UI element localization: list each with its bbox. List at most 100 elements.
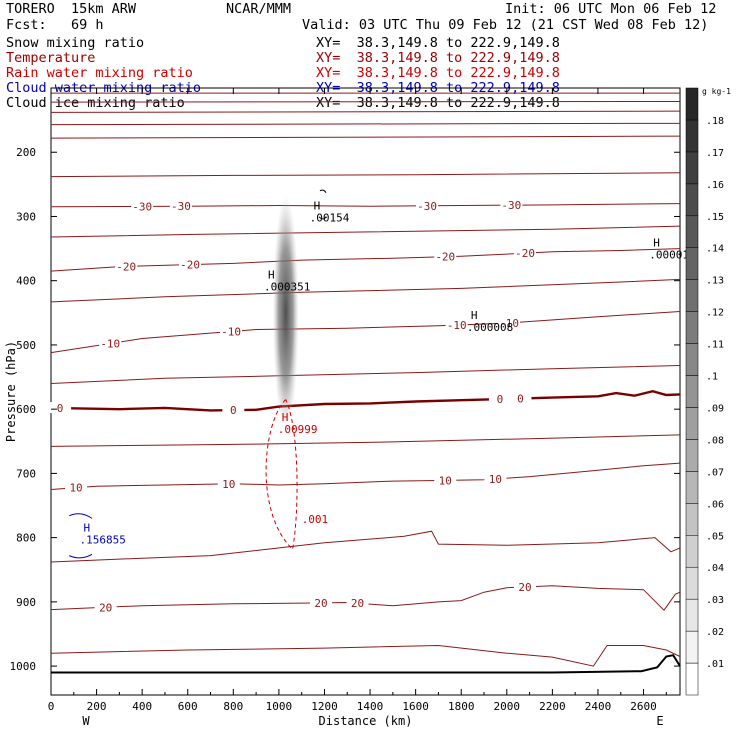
x-tick-label: 2400 <box>585 700 612 713</box>
colorbar-swatch <box>685 598 699 632</box>
contour-label: 10 <box>222 478 235 491</box>
contour-label-bg <box>131 200 154 212</box>
colorbar-label: .11 <box>706 340 724 351</box>
colorbar-swatch <box>685 343 699 376</box>
temperature-contour--10 <box>50 311 681 354</box>
x-tick-label: 800 <box>223 700 243 713</box>
contour-label-bg <box>498 316 521 328</box>
temperature-contour <box>50 434 681 447</box>
contour-label: 10 <box>69 482 82 495</box>
temperature-contour <box>50 278 681 303</box>
contour-label: 20 <box>351 597 364 610</box>
upper-temperature-contour <box>50 122 681 126</box>
legend-field-xy: XY= 38.3,149.8 to 222.9,149.8 <box>316 65 560 81</box>
contour-label-bg <box>115 260 138 272</box>
contour-label: 0 <box>497 393 504 406</box>
legend-field-name: Rain water mixing ratio <box>6 65 193 81</box>
colorbar-label: .08 <box>706 435 724 446</box>
high-value-label: .000013 <box>649 249 695 262</box>
colorbar-swatch <box>685 87 699 121</box>
y-tick-label: 300 <box>16 210 36 223</box>
contour-label-bg <box>94 601 117 613</box>
temperature-contour--20 <box>50 248 681 272</box>
colorbar-swatch <box>685 151 699 185</box>
colorbar-swatch <box>685 662 699 696</box>
legend-field-xy: XY= 38.3,149.8 to 222.9,149.8 <box>316 95 560 111</box>
x-tick-label: 1800 <box>448 700 475 713</box>
legend-field-xy: XY= 38.3,149.8 to 222.9,149.8 <box>316 35 560 51</box>
terrain-line <box>51 654 681 674</box>
high-marker: H <box>83 522 90 535</box>
y-tick-label: 200 <box>16 146 36 159</box>
west-label: W <box>82 714 90 728</box>
y-tick-label: 700 <box>16 467 36 480</box>
y-tick-label: 500 <box>16 339 36 352</box>
contour-label-bg <box>434 474 457 486</box>
contour-label-bg <box>169 200 192 212</box>
cloud-ice-plume <box>272 194 299 431</box>
contour-label-bg <box>346 597 369 609</box>
colorbar-swatch <box>685 311 699 344</box>
high-marker: H <box>268 269 275 282</box>
colorbar-swatch <box>685 119 699 153</box>
contour-label: -30 <box>417 200 437 213</box>
x-tick-label: 600 <box>178 700 198 713</box>
colorbar-label: .17 <box>706 148 724 159</box>
colorbar-label: .13 <box>706 276 724 287</box>
contour-label: 20 <box>99 601 112 614</box>
contour-label: -20 <box>180 259 200 272</box>
colorbar-label: .02 <box>706 627 724 638</box>
snow-contour <box>319 189 327 194</box>
valid-time: Valid: 03 UTC Thu 09 Feb 12 (21 CST Wed … <box>302 17 709 33</box>
colorbar-swatch <box>685 279 699 312</box>
contour-label-bg <box>220 325 243 337</box>
colorbar-label: .16 <box>706 180 724 191</box>
contour-label-bg <box>310 596 333 608</box>
colorbar-swatch <box>685 215 699 248</box>
colorbar-label: .01 <box>706 659 724 670</box>
temperature-contour-10 <box>50 462 681 490</box>
contour-label-bg <box>99 337 122 349</box>
forecast-hour: Fcst: 69 h <box>6 17 104 33</box>
x-tick-label: 2000 <box>494 700 521 713</box>
contour-label-bg <box>434 250 457 262</box>
contour-label-bg <box>49 402 72 414</box>
contour-label: 0 <box>230 404 237 417</box>
colorbar-label: .1 <box>706 372 718 383</box>
high-marker: H <box>471 309 478 322</box>
y-tick-label: 600 <box>16 403 36 416</box>
temperature-contour-0 <box>50 389 681 412</box>
colorbar-label: .03 <box>706 595 724 606</box>
x-axis-title: Distance (km) <box>319 714 413 728</box>
contour-label: 10 <box>439 474 452 487</box>
contour-label-bg <box>65 481 88 493</box>
contour-label-bg <box>484 473 507 485</box>
contour-label: 0 <box>57 402 64 415</box>
upper-temperature-contour <box>50 110 681 113</box>
upper-temperature-contour <box>50 135 681 139</box>
contour-label: -30 <box>132 200 152 213</box>
colorbar-swatch <box>685 535 699 568</box>
colorbar-swatch <box>685 407 699 440</box>
high-value-label: .00999 <box>278 423 318 436</box>
organization: NCAR/MMM <box>226 1 292 17</box>
contour-label-bg <box>217 477 240 489</box>
contour-label: -30 <box>501 199 521 212</box>
colorbar-label: .12 <box>706 308 724 319</box>
colorbar-swatch <box>685 183 699 217</box>
cloud-water-contour <box>69 513 93 519</box>
colorbar-swatch <box>685 471 699 504</box>
contour-label-bg <box>514 247 537 259</box>
colorbar-unit: g kg-1 <box>702 87 731 96</box>
x-tick-label: 2600 <box>630 700 657 713</box>
colorbar-label: .15 <box>706 212 724 223</box>
high-value-label: .000351 <box>264 281 310 294</box>
high-value-label: .00154 <box>310 211 350 224</box>
rain-water-contour <box>265 399 298 551</box>
y-tick-label: 800 <box>16 532 36 545</box>
contour-label: -20 <box>435 251 455 264</box>
x-tick-label: 1000 <box>266 700 293 713</box>
contour-label-bg <box>514 580 537 592</box>
legend-field-name: Temperature <box>6 50 96 66</box>
temperature-contour <box>50 365 681 384</box>
